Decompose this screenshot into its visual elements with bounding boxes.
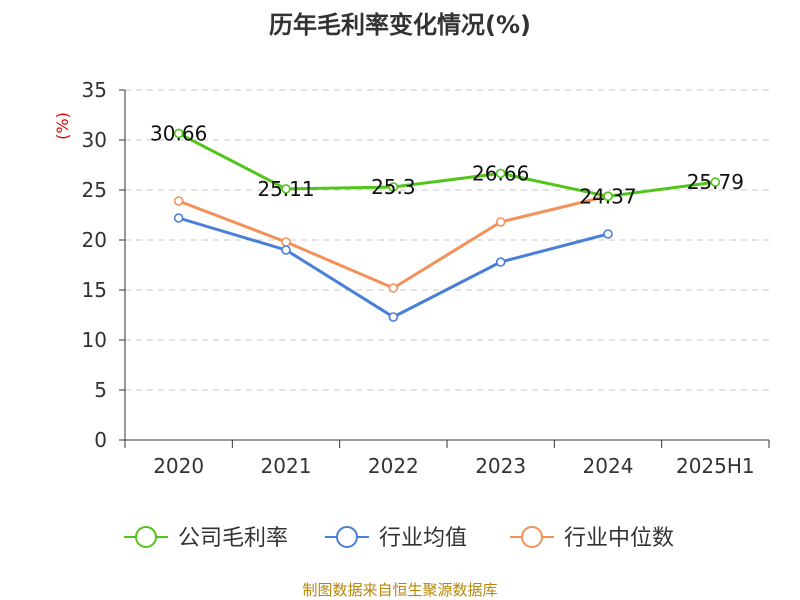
legend-label: 公司毛利率 bbox=[178, 526, 288, 551]
grid-lines bbox=[125, 89, 769, 391]
data-point-company-gross-margin bbox=[710, 177, 721, 187]
legend-marker bbox=[135, 526, 157, 548]
series-layer bbox=[173, 128, 721, 322]
legend-item-industry-mean[interactable]: 行业均值 bbox=[325, 526, 467, 551]
data-point-company-gross-margin bbox=[173, 128, 184, 139]
data-label: 30.66 bbox=[150, 121, 207, 145]
data-label: 24.37 bbox=[579, 184, 636, 208]
x-tick-label: 2023 bbox=[475, 454, 526, 478]
source-note: 制图数据来自恒生聚源数据库 bbox=[302, 581, 497, 599]
data-point-industry-median bbox=[495, 217, 506, 227]
data-label: 25.11 bbox=[257, 177, 314, 201]
y-tick-label: 25 bbox=[82, 178, 107, 202]
legend-label: 行业中位数 bbox=[564, 526, 674, 551]
x-tick-label: 2025H1 bbox=[676, 454, 755, 478]
y-tick-label: 0 bbox=[94, 428, 107, 452]
axes: 0 5 10 15 20 25 30 35 2020 2021 2022 2023 2024 2025H1 bbox=[82, 78, 770, 478]
data-point-industry-median bbox=[388, 283, 399, 293]
data-point-company-gross-margin bbox=[281, 184, 291, 194]
y-tick-label: 15 bbox=[82, 278, 107, 302]
data-point-company-gross-margin bbox=[388, 182, 399, 192]
y-axis-label: (%) bbox=[53, 112, 72, 140]
series-line-industry-mean bbox=[178, 216, 609, 319]
data-point-company-gross-margin bbox=[603, 191, 613, 202]
data-point-industry-mean bbox=[173, 213, 184, 223]
data-point-industry-mean bbox=[388, 312, 399, 322]
legend: 公司毛利率 行业均值 行业中位数 bbox=[124, 526, 674, 551]
series-line-company-gross-margin bbox=[177, 132, 716, 198]
x-tick-label: 2024 bbox=[583, 454, 634, 478]
data-labels: 30.66 25.11 25.3 26.66 24.37 25.79 bbox=[150, 121, 744, 208]
data-point-company-gross-margin bbox=[495, 168, 506, 179]
data-label: 25.3 bbox=[371, 175, 416, 199]
legend-label: 行业均值 bbox=[379, 526, 467, 551]
data-label: 26.66 bbox=[472, 161, 529, 185]
data-point-industry-mean bbox=[495, 257, 506, 267]
legend-marker bbox=[521, 526, 543, 548]
data-label: 25.79 bbox=[687, 170, 744, 194]
x-tick-label: 2021 bbox=[261, 454, 312, 478]
chart-title: 历年毛利率变化情况(%) bbox=[269, 11, 531, 39]
data-point-industry-median bbox=[173, 196, 184, 206]
data-point-industry-mean bbox=[281, 245, 291, 255]
x-tick-label: 2022 bbox=[368, 454, 419, 478]
legend-item-company-gross-margin[interactable]: 公司毛利率 bbox=[124, 526, 288, 551]
y-tick-label: 20 bbox=[82, 228, 107, 252]
y-tick-label: 35 bbox=[82, 78, 107, 102]
y-tick-label: 30 bbox=[82, 128, 107, 152]
y-tick-label: 10 bbox=[82, 328, 107, 352]
y-tick-label: 5 bbox=[94, 378, 107, 402]
legend-item-industry-median[interactable]: 行业中位数 bbox=[510, 526, 674, 551]
legend-marker bbox=[336, 526, 358, 548]
x-tick-label: 2020 bbox=[153, 454, 204, 478]
series-line-industry-median bbox=[178, 194, 609, 290]
data-point-industry-median bbox=[281, 237, 291, 247]
data-point-industry-mean bbox=[603, 229, 613, 239]
